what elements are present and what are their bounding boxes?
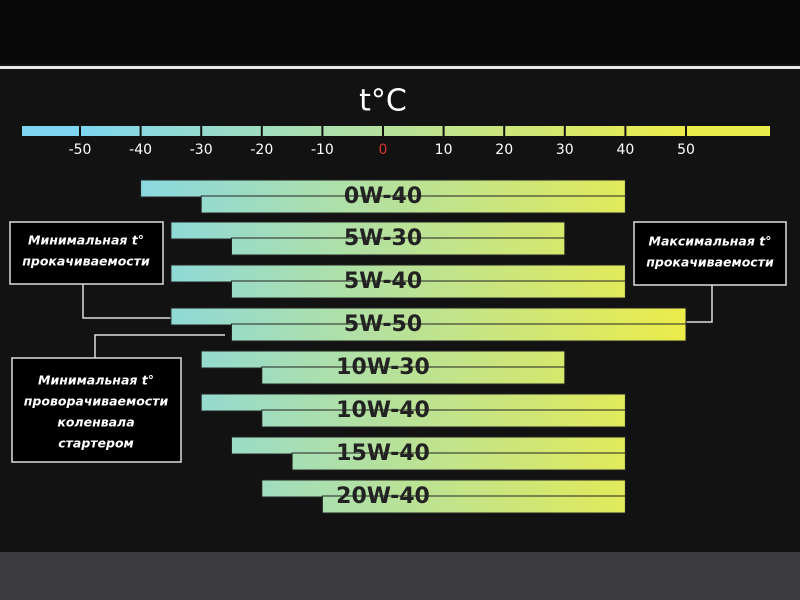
x-tick-label: -40 xyxy=(129,142,152,158)
annotation: стартером xyxy=(58,436,134,451)
top-band xyxy=(0,0,800,64)
bar-label: 0W-40 xyxy=(344,184,422,209)
x-tick-label: 0 xyxy=(379,142,388,158)
cranking-range xyxy=(231,323,687,342)
annotation: прокачиваемости xyxy=(22,254,150,269)
bar-label: 5W-30 xyxy=(344,226,422,251)
bar-label: 20W-40 xyxy=(336,484,430,509)
cranking-range xyxy=(321,495,626,514)
annotation: коленвала xyxy=(57,415,134,430)
divider xyxy=(0,66,800,69)
bar-label: 10W-30 xyxy=(336,355,430,380)
cranking-range xyxy=(261,366,566,385)
cranking-range xyxy=(261,409,626,428)
annotation: Минимальная t° xyxy=(38,373,154,388)
x-tick-label: -50 xyxy=(69,142,92,158)
x-tick-label: -30 xyxy=(190,142,213,158)
bar-label: 10W-40 xyxy=(336,398,430,423)
bar-label: 5W-40 xyxy=(344,269,422,294)
annotation: прокачиваемости xyxy=(646,255,774,270)
bezel xyxy=(0,552,800,600)
annotation: Минимальная t° xyxy=(28,233,144,248)
chart-title: t°C xyxy=(359,84,407,119)
x-tick-label: 40 xyxy=(616,142,634,158)
cranking-range xyxy=(231,280,626,299)
x-tick-label: 30 xyxy=(556,142,574,158)
x-tick-label: 10 xyxy=(435,142,453,158)
cranking-range xyxy=(231,237,566,256)
pumping-range xyxy=(261,479,626,498)
bar-label: 5W-50 xyxy=(344,312,422,337)
x-tick-label: -20 xyxy=(250,142,273,158)
x-tick-label: 50 xyxy=(677,142,695,158)
x-tick-label: -10 xyxy=(311,142,334,158)
color-scale xyxy=(22,126,770,136)
cranking-range xyxy=(200,195,626,214)
connectors xyxy=(82,284,713,358)
boxes xyxy=(9,221,787,463)
annotation: Максимальная t° xyxy=(649,234,772,249)
bar-label: 15W-40 xyxy=(336,441,430,466)
cranking-range xyxy=(291,452,626,471)
pumping-range xyxy=(170,307,687,326)
x-tick-label: 20 xyxy=(495,142,513,158)
annotation: проворачиваемости xyxy=(24,394,169,409)
